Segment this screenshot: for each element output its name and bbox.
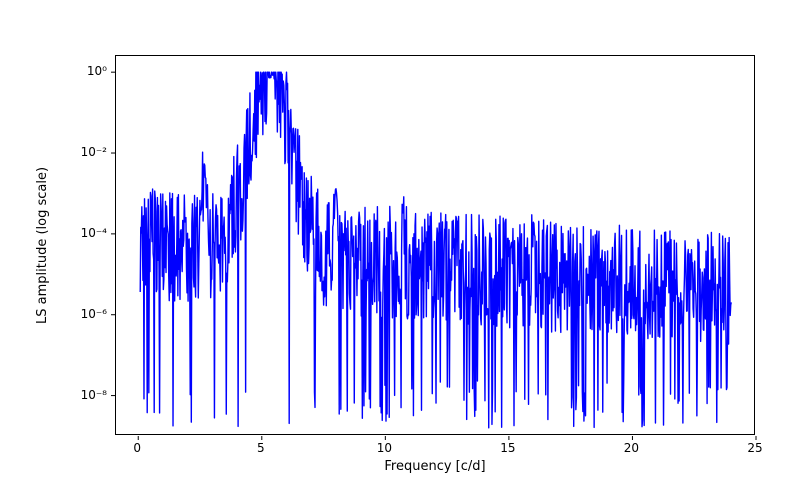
periodogram-line	[116, 56, 756, 436]
y-tick-label: 10⁻⁸	[81, 388, 107, 402]
x-tick-label: 0	[133, 441, 141, 455]
x-tick-label: 10	[377, 441, 392, 455]
y-axis-label: LS amplitude (log scale)	[35, 166, 50, 323]
y-tick-label: 10⁻⁶	[81, 307, 107, 321]
x-axis-label: Frequency [c/d]	[384, 459, 485, 474]
x-tick-marks	[116, 436, 756, 441]
y-tick-label: 10⁻⁴	[81, 226, 107, 240]
y-tick-label: 10⁰	[87, 64, 107, 78]
plot-axes	[115, 55, 755, 435]
x-tick-label: 5	[257, 441, 265, 455]
x-tick-label: 25	[747, 441, 762, 455]
y-tick-marks	[111, 56, 116, 436]
figure: LS amplitude (log scale) Frequency [c/d]…	[0, 0, 800, 500]
x-tick-label: 20	[624, 441, 639, 455]
y-tick-label: 10⁻²	[81, 145, 107, 159]
x-tick-label: 15	[500, 441, 515, 455]
